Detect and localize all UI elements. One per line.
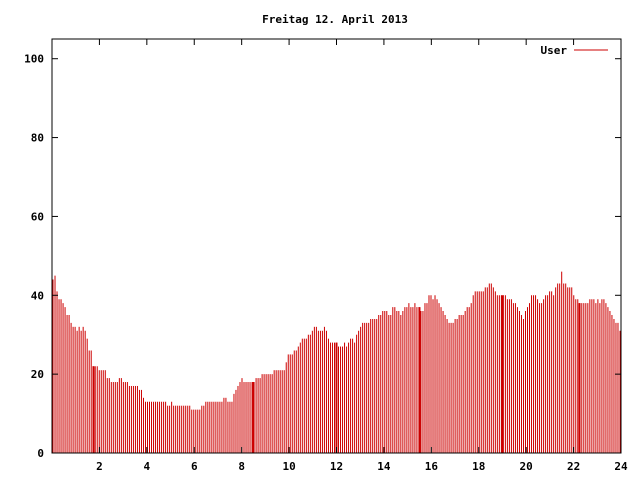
x-tick-label: 12 <box>330 460 343 473</box>
y-tick-label: 60 <box>31 210 44 223</box>
y-axis: 0 20 40 60 80 100 <box>24 53 621 460</box>
x-tick-label: 10 <box>282 460 295 473</box>
legend: User <box>541 44 608 57</box>
x-axis: 2 4 6 8 10 12 14 16 18 20 22 24 <box>96 39 628 473</box>
bar-series <box>52 271 621 453</box>
x-tick-label: 20 <box>520 460 533 473</box>
x-tick-label: 16 <box>425 460 439 473</box>
legend-label: User <box>541 44 568 57</box>
x-tick-label: 8 <box>238 460 245 473</box>
x-tick-label: 14 <box>377 460 391 473</box>
y-tick-label: 40 <box>31 289 44 302</box>
x-tick-label: 18 <box>472 460 485 473</box>
x-tick-label: 24 <box>614 460 628 473</box>
x-tick-label: 22 <box>567 460 580 473</box>
y-tick-label: 20 <box>31 368 44 381</box>
x-tick-label: 2 <box>96 460 103 473</box>
y-tick-label: 80 <box>31 132 44 145</box>
x-tick-label: 6 <box>191 460 198 473</box>
y-tick-label: 100 <box>24 53 44 66</box>
y-tick-label: 0 <box>37 447 44 460</box>
chart-title: Freitag 12. April 2013 <box>262 13 408 26</box>
x-tick-label: 4 <box>144 460 151 473</box>
